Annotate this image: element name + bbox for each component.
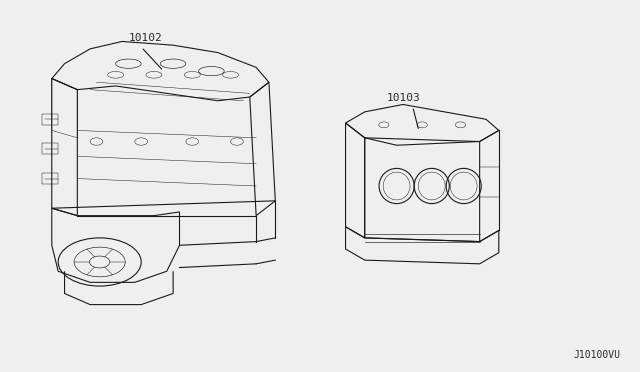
Text: J10100VU: J10100VU bbox=[573, 350, 620, 360]
Text: 10102: 10102 bbox=[129, 33, 162, 43]
Bar bbox=[42, 114, 58, 125]
Text: 10103: 10103 bbox=[387, 93, 421, 103]
Bar bbox=[42, 173, 58, 184]
Bar bbox=[42, 143, 58, 154]
